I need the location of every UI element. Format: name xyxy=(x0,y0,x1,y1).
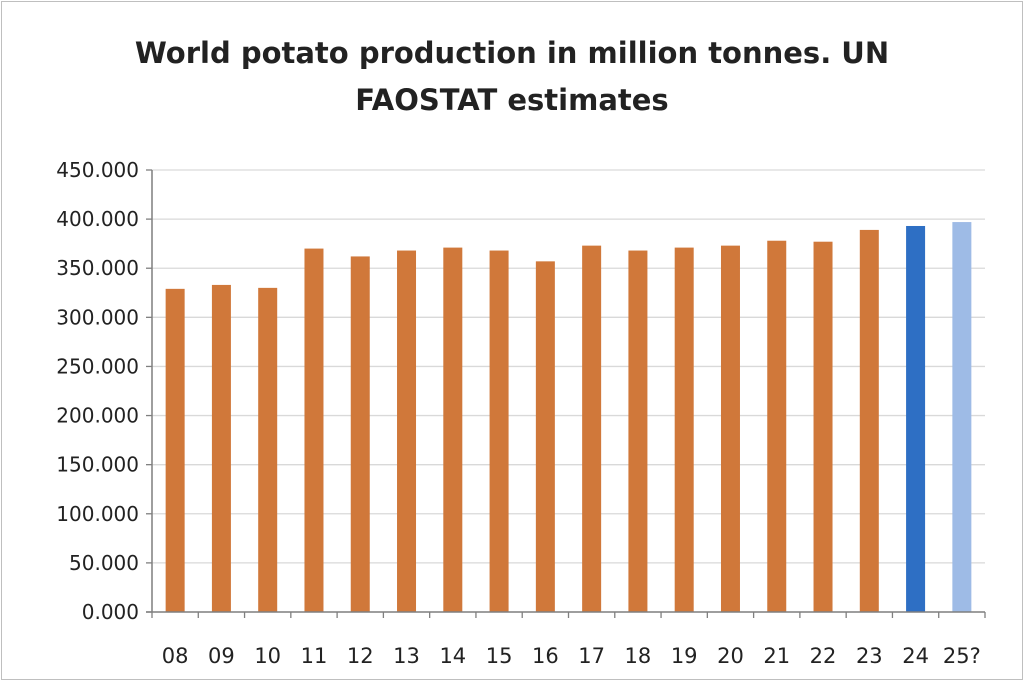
x-tick-label: 09 xyxy=(208,644,235,668)
x-tick-label: 15 xyxy=(486,644,513,668)
chart-title-line-2: FAOSTAT estimates xyxy=(355,83,669,117)
bar-11 xyxy=(304,248,324,613)
y-tick-label: 150.000 xyxy=(56,453,139,477)
bar-17 xyxy=(582,245,602,612)
bar-23 xyxy=(859,229,879,612)
bar-15 xyxy=(489,250,509,612)
x-tick-label: 13 xyxy=(393,644,420,668)
x-tick-label: 25? xyxy=(943,644,981,668)
y-axis-tick-labels: 0.000 50.000 100.000 150.000 200.000 250.000 3… xyxy=(56,158,139,624)
bar-25? xyxy=(952,222,972,612)
x-tick-label: 11 xyxy=(301,644,328,668)
y-tick-label: 250.000 xyxy=(56,354,139,378)
bar-21 xyxy=(767,240,787,612)
x-tick-label: 24 xyxy=(902,644,929,668)
chart-title-line-1: World potato production in million tonne… xyxy=(134,36,890,70)
chart-title: World potato production in million tonne… xyxy=(0,30,1024,124)
y-tick-label: 400.000 xyxy=(56,207,139,231)
bar-14 xyxy=(443,247,463,612)
y-tick-label: 350.000 xyxy=(56,256,139,280)
y-tick-label: 100.000 xyxy=(56,502,139,526)
y-tick-label: 450.000 xyxy=(56,158,139,182)
x-tick-label: 19 xyxy=(671,644,698,668)
bar-16 xyxy=(535,261,555,612)
bar-12 xyxy=(350,256,370,612)
bar-08 xyxy=(165,288,185,612)
x-tick-label: 12 xyxy=(347,644,374,668)
x-tick-label: 22 xyxy=(810,644,837,668)
bar-19 xyxy=(674,247,694,612)
x-tick-label: 18 xyxy=(625,644,652,668)
axes xyxy=(146,169,986,618)
x-axis-tick-labels: 08 09 10 11 12 13 14 15 16 17 18 19 20 21 22 23 24 25? xyxy=(162,644,981,668)
y-tick-label: 300.000 xyxy=(56,305,139,329)
x-tick-label: 17 xyxy=(578,644,605,668)
bar-09 xyxy=(211,284,231,612)
bar-13 xyxy=(397,250,417,612)
bar-24 xyxy=(906,225,926,612)
x-tick-label: 14 xyxy=(439,644,466,668)
y-tick-label: 200.000 xyxy=(56,404,139,428)
x-tick-label: 23 xyxy=(856,644,883,668)
y-tick-label: 0.000 xyxy=(82,600,139,624)
bar-20 xyxy=(720,245,740,612)
bars xyxy=(165,222,972,613)
x-tick-label: 10 xyxy=(254,644,281,668)
bar-18 xyxy=(628,250,648,612)
x-tick-label: 20 xyxy=(717,644,744,668)
x-tick-label: 08 xyxy=(162,644,189,668)
bar-10 xyxy=(258,287,278,612)
x-tick-label: 21 xyxy=(763,644,790,668)
x-tick-label: 16 xyxy=(532,644,559,668)
gridlines xyxy=(152,169,985,564)
bar-22 xyxy=(813,241,833,613)
y-tick-label: 50.000 xyxy=(69,551,139,575)
